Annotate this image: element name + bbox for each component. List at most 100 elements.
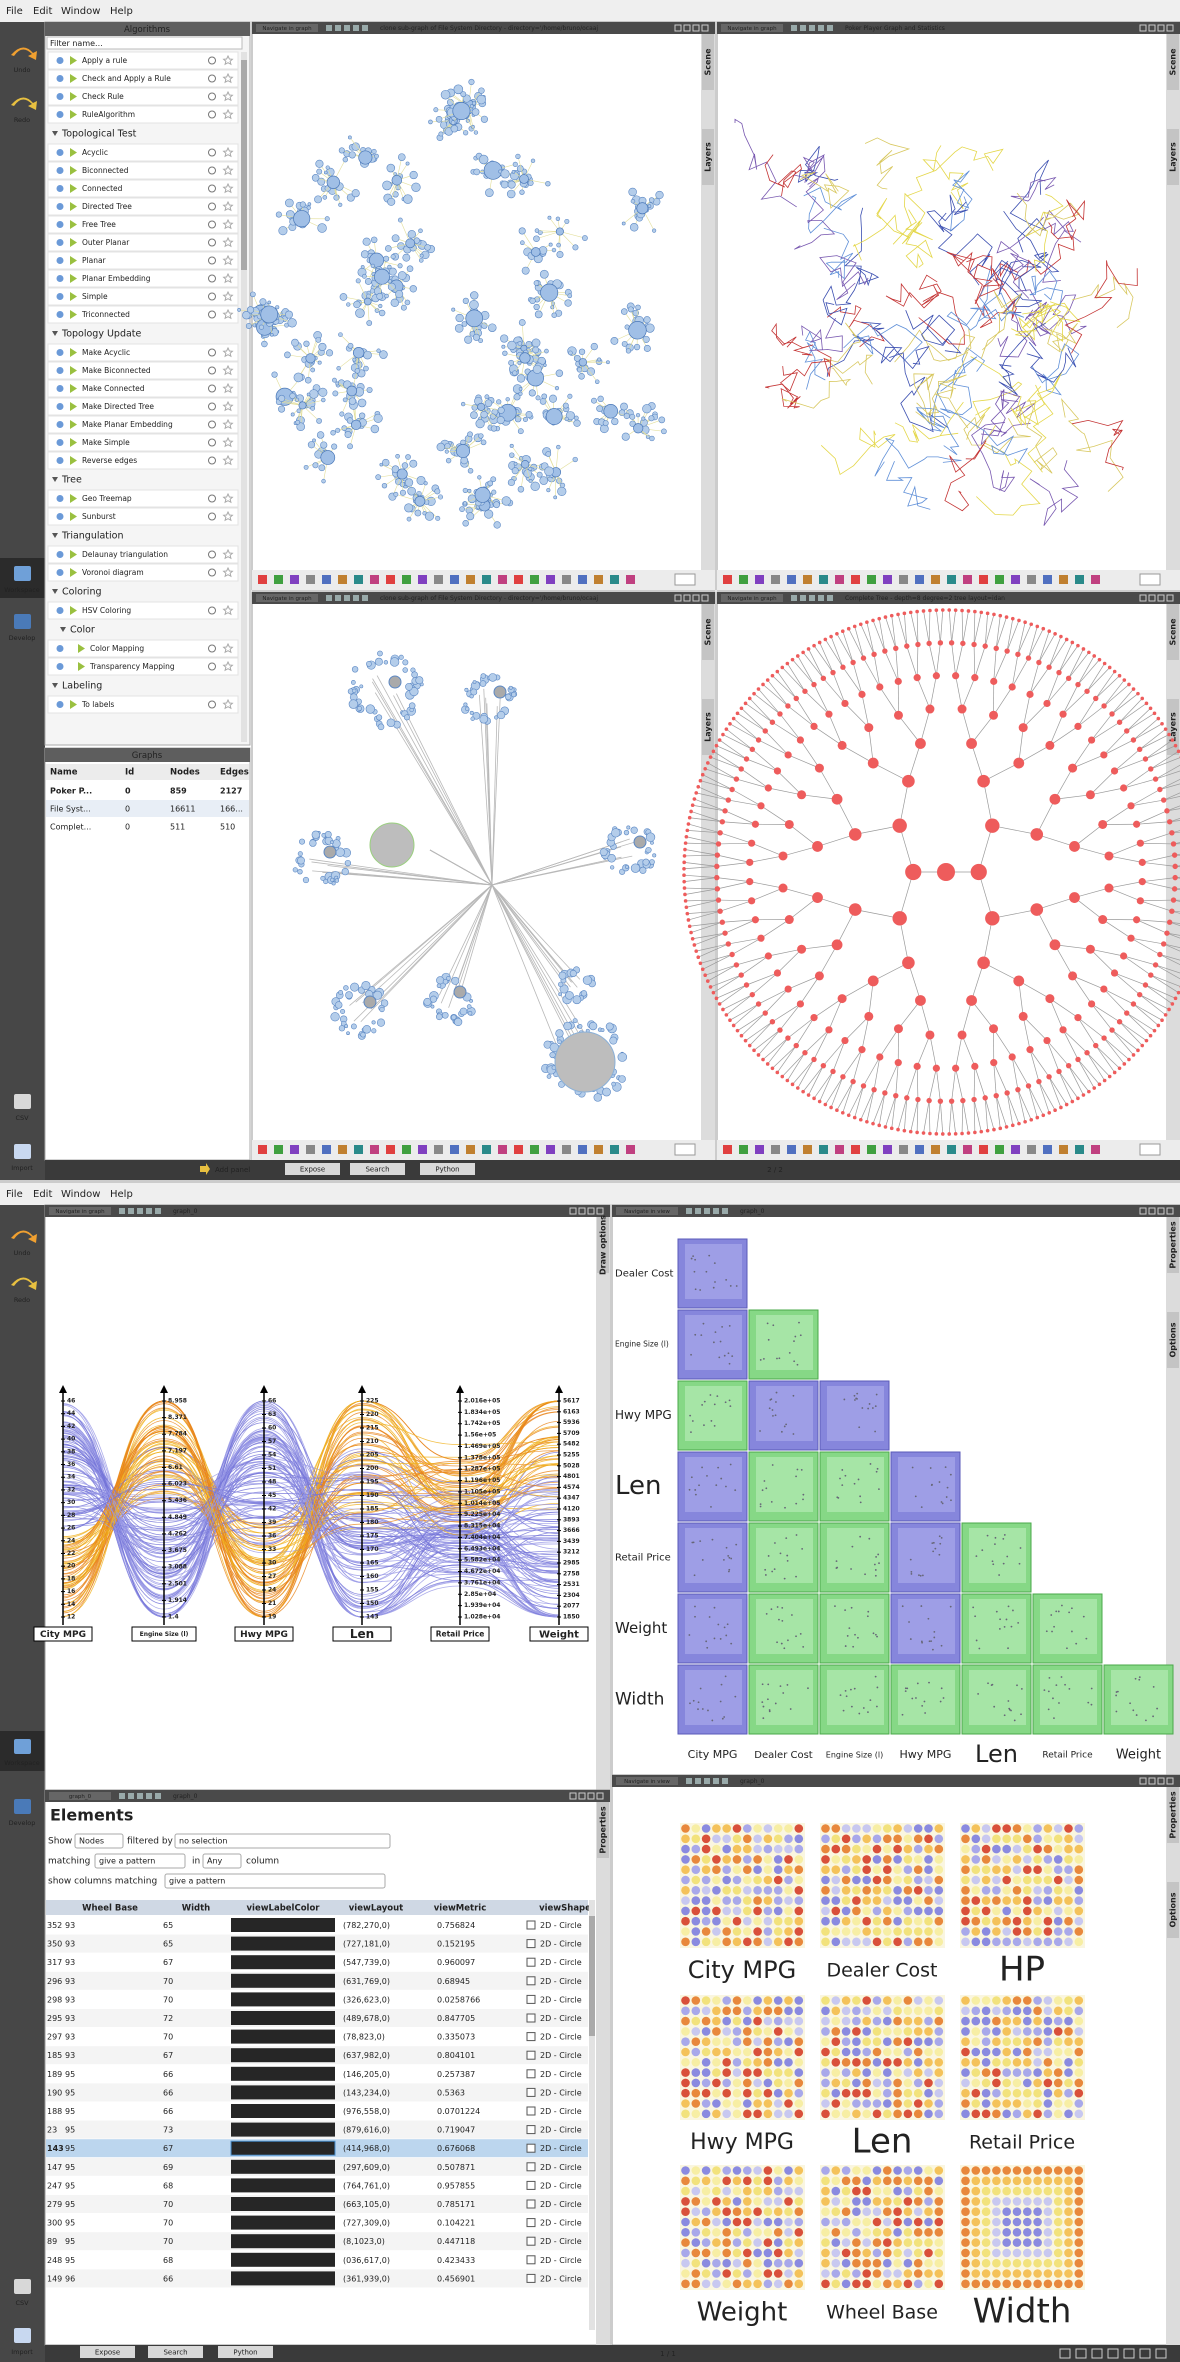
tool-icon[interactable] [739, 575, 748, 584]
status-button[interactable] [350, 1163, 405, 1175]
tool-icon[interactable] [594, 1145, 603, 1154]
tool-icon[interactable] [466, 575, 475, 584]
status-button[interactable] [285, 1163, 340, 1175]
tool-icon[interactable] [306, 1145, 315, 1154]
column-header[interactable]: viewShape [539, 1904, 591, 1914]
algorithm-row[interactable] [47, 305, 239, 324]
nav-label[interactable]: Navigate in graph [262, 596, 312, 602]
algorithm-row[interactable] [47, 657, 239, 676]
tool-icon[interactable] [1091, 1145, 1100, 1154]
algorithm-row[interactable] [47, 563, 239, 582]
tool-icon[interactable] [947, 1145, 956, 1154]
filter-select[interactable] [174, 1833, 391, 1849]
algorithm-row[interactable] [47, 251, 239, 270]
tool-icon[interactable] [322, 575, 331, 584]
tool-icon[interactable] [899, 575, 908, 584]
graph-row[interactable] [46, 782, 249, 799]
tool-icon[interactable] [578, 1145, 587, 1154]
nav-label[interactable]: Navigate in graph [727, 26, 777, 32]
tool-icon[interactable] [434, 575, 443, 584]
algorithm-row[interactable] [47, 179, 239, 198]
tool-icon[interactable] [450, 1145, 459, 1154]
tool-icon[interactable] [338, 1145, 347, 1154]
tool-icon[interactable] [418, 575, 427, 584]
algorithm-row[interactable] [47, 51, 239, 70]
side-tab[interactable] [1167, 129, 1179, 185]
tool-icon[interactable] [578, 575, 587, 584]
tool-icon[interactable] [594, 575, 603, 584]
tool-icon[interactable] [803, 575, 812, 584]
tool-icon[interactable] [867, 575, 876, 584]
tool-icon[interactable] [979, 1145, 988, 1154]
tool-icon[interactable] [258, 1145, 267, 1154]
tool-icon[interactable] [610, 575, 619, 584]
side-tab[interactable] [702, 34, 714, 90]
column-select[interactable] [202, 1853, 242, 1869]
tool-icon[interactable] [306, 575, 315, 584]
tool-icon[interactable] [498, 1145, 507, 1154]
tool-icon[interactable] [1027, 1145, 1036, 1154]
tool-icon[interactable] [338, 575, 347, 584]
tool-icon[interactable] [851, 1145, 860, 1154]
tool-icon[interactable] [370, 1145, 379, 1154]
tool-icon[interactable] [386, 575, 395, 584]
tool-icon[interactable] [851, 575, 860, 584]
side-tab[interactable] [702, 604, 714, 660]
tool-icon[interactable] [274, 575, 283, 584]
tool-icon[interactable] [995, 1145, 1004, 1154]
tool-label[interactable]: CSV [15, 2299, 29, 2307]
tool-icon[interactable] [546, 575, 555, 584]
tool-icon[interactable] [274, 1145, 283, 1154]
column-header[interactable]: viewLayout [349, 1904, 403, 1914]
tool-icon[interactable] [899, 1145, 908, 1154]
tool-icon[interactable] [755, 1145, 764, 1154]
tool-icon[interactable] [979, 575, 988, 584]
algorithm-row[interactable] [47, 451, 239, 470]
algorithm-row[interactable] [47, 233, 239, 252]
tool-icon[interactable] [819, 575, 828, 584]
tool-icon[interactable] [530, 575, 539, 584]
tool-label[interactable]: Redo [14, 1296, 30, 1304]
algorithm-row[interactable] [47, 87, 239, 106]
tool-icon[interactable] [354, 575, 363, 584]
tool-icon[interactable] [530, 1145, 539, 1154]
tool-icon[interactable] [963, 1145, 972, 1154]
algorithm-row[interactable] [47, 361, 239, 380]
tool-label[interactable]: Redo [14, 116, 30, 124]
tool-label[interactable]: Undo [14, 1249, 31, 1257]
tool-icon[interactable] [723, 1145, 732, 1154]
nav-label[interactable]: Navigate in view [624, 1779, 670, 1785]
tool-icon[interactable] [290, 1145, 299, 1154]
nav-label[interactable]: Navigate in graph [262, 26, 312, 32]
side-tab[interactable] [1167, 1312, 1179, 1368]
tool-label[interactable]: Import [11, 2348, 33, 2356]
tool-icon[interactable] [418, 1145, 427, 1154]
filter-input[interactable] [46, 36, 243, 50]
tool-icon[interactable] [546, 1145, 555, 1154]
add-panel[interactable]: Add panel [215, 1166, 250, 1174]
tool-icon[interactable] [514, 575, 523, 584]
side-tab[interactable] [1167, 1217, 1179, 1273]
algorithm-row[interactable] [47, 507, 239, 526]
tool-icon[interactable] [482, 1145, 491, 1154]
algorithm-row[interactable] [47, 601, 239, 620]
tool-icon[interactable] [258, 575, 267, 584]
algorithm-row[interactable] [47, 161, 239, 180]
tool-icon[interactable] [402, 575, 411, 584]
tool-icon[interactable] [835, 575, 844, 584]
algorithm-row[interactable] [47, 379, 239, 398]
tool-icon[interactable] [931, 1145, 940, 1154]
tool-icon[interactable] [1059, 575, 1068, 584]
algorithm-row[interactable] [47, 545, 239, 564]
tool-icon[interactable] [354, 1145, 363, 1154]
algorithm-row[interactable] [47, 287, 239, 306]
tool-label[interactable]: Develop [9, 1819, 36, 1827]
tool-icon[interactable] [787, 575, 796, 584]
tool-icon[interactable] [867, 1145, 876, 1154]
algorithm-row[interactable] [47, 215, 239, 234]
algorithm-row[interactable] [47, 415, 239, 434]
nav-label[interactable]: graph_0 [69, 1794, 92, 1800]
nav-label[interactable]: Navigate in view [624, 1209, 670, 1215]
tool-icon[interactable] [1011, 1145, 1020, 1154]
menu-item[interactable]: Edit [33, 6, 52, 17]
